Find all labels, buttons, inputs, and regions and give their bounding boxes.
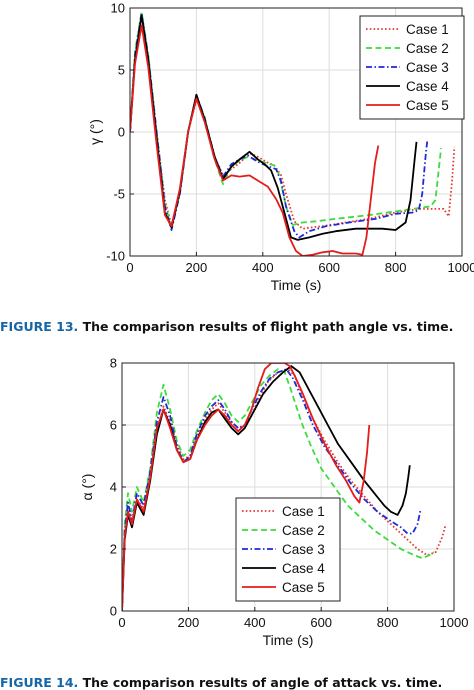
y-axis-label: α (°) xyxy=(79,474,95,501)
y-tick-label: 5 xyxy=(118,63,125,78)
series-group xyxy=(122,363,447,611)
legend-box xyxy=(359,15,465,120)
legend-label: Case 4 xyxy=(406,79,449,94)
y-tick-label: 10 xyxy=(111,1,125,16)
x-tick-label: 800 xyxy=(385,260,407,275)
series-line-case-2 xyxy=(122,368,435,611)
y-tick-label: 8 xyxy=(110,356,117,371)
y-tick-label: 6 xyxy=(110,418,117,433)
y-tick-label: 4 xyxy=(110,480,117,495)
x-tick-label: 0 xyxy=(118,615,125,630)
legend-box xyxy=(235,497,341,602)
caption-figure-13: FIGURE 13. The comparison results of fli… xyxy=(0,319,474,334)
legend-label: Case 5 xyxy=(282,580,325,595)
y-tick-label: -5 xyxy=(113,187,125,202)
caption-figure-14: FIGURE 14. The comparison results of ang… xyxy=(0,675,474,690)
x-tick-label: 1000 xyxy=(448,260,474,275)
x-tick-label: 800 xyxy=(377,615,399,630)
series-group xyxy=(130,10,456,256)
legend-label: Case 5 xyxy=(406,98,449,113)
legend-label: Case 2 xyxy=(406,41,449,56)
legend-label: Case 4 xyxy=(282,561,325,576)
x-tick-label: 600 xyxy=(318,260,340,275)
series-line-case-1 xyxy=(130,12,456,230)
x-tick-label: 600 xyxy=(310,615,332,630)
caption-figure-14-text: The comparison results of angle of attac… xyxy=(82,675,443,690)
x-tick-label: 200 xyxy=(186,260,208,275)
x-axis-label: Time (s) xyxy=(263,632,314,648)
x-tick-label: 400 xyxy=(244,615,266,630)
caption-figure-13-text: The comparison results of flight path an… xyxy=(82,319,454,334)
caption-figure-14-label: FIGURE 14. xyxy=(0,675,79,690)
x-tick-label: 0 xyxy=(126,260,133,275)
y-tick-label: -10 xyxy=(106,249,125,264)
y-tick-label: 2 xyxy=(110,542,117,557)
x-axis-label: Time (s) xyxy=(271,277,322,293)
x-tick-label: 200 xyxy=(178,615,200,630)
legend-label: Case 3 xyxy=(282,542,325,557)
caption-figure-13-label: FIGURE 13. xyxy=(0,319,79,334)
legend-label: Case 1 xyxy=(282,504,325,519)
y-tick-label: 0 xyxy=(110,604,117,619)
legend-label: Case 1 xyxy=(406,22,449,37)
x-tick-label: 400 xyxy=(252,260,274,275)
legend-label: Case 2 xyxy=(282,523,325,538)
series-line-case-5 xyxy=(122,363,371,611)
chart-flight-path-angle: 0 200 400 600 800 1000 10 5 0 -5 -10 Time (s) γ (°) C… xyxy=(87,1,474,294)
x-tick-label: 1000 xyxy=(440,615,469,630)
y-tick-label: 0 xyxy=(118,125,125,140)
legend-label: Case 3 xyxy=(406,60,449,75)
chart-angle-of-attack: 0 200 400 600 800 1000 8 6 4 2 0 Time (s) α (°) Case … xyxy=(79,356,469,649)
series-line-case-5 xyxy=(130,24,380,256)
y-axis-label: γ (°) xyxy=(87,119,103,145)
